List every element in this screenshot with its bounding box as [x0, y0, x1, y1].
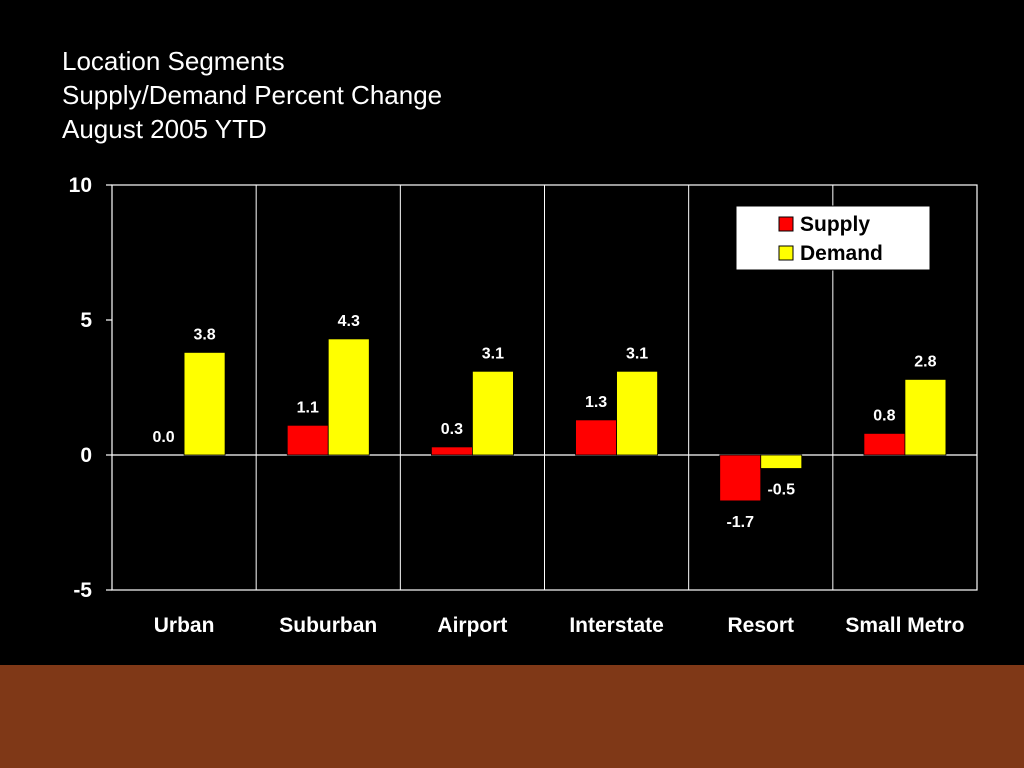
data-label: 0.3 [441, 421, 463, 438]
y-tick-label: -5 [73, 579, 92, 602]
legend-swatch-supply [778, 216, 794, 232]
bar-supply-airport [431, 446, 473, 456]
data-label: 3.8 [193, 326, 215, 343]
bar-supply-small-metro [863, 432, 906, 456]
title-line-3: August 2005 YTD [62, 114, 267, 144]
bar-supply-interstate [575, 419, 617, 456]
bar-demand-suburban [327, 338, 370, 456]
bar-demand-urban [183, 351, 226, 456]
bar-supply-resort [719, 454, 762, 502]
x-category-label: Interstate [569, 614, 664, 637]
slide-title: Location Segments Supply/Demand Percent … [62, 44, 442, 146]
data-label: 1.1 [297, 399, 319, 416]
data-label: 4.3 [338, 313, 360, 330]
x-category-label: Urban [154, 614, 215, 637]
data-label: 0.8 [873, 407, 895, 424]
data-label: 0.0 [152, 429, 174, 446]
y-tick-label: 0 [80, 444, 92, 467]
bar-chart: -5 0 5 10 0.0 1.1 0.3 1.3 -1.7 0.8 3.8 4.3 3.1 3.1 -0.… [69, 174, 978, 637]
x-category-label: Small Metro [845, 614, 964, 637]
data-label: -0.5 [767, 482, 795, 499]
data-label: 1.3 [585, 394, 607, 411]
legend-swatch-demand [778, 245, 794, 261]
legend [735, 205, 931, 271]
data-label: 3.1 [626, 345, 648, 362]
legend-label-supply: Supply [800, 213, 870, 236]
title-line-1: Location Segments [62, 46, 285, 76]
data-label: 3.1 [482, 345, 504, 362]
footer-band [0, 665, 1024, 768]
title-line-2: Supply/Demand Percent Change [62, 80, 443, 110]
x-category-label: Airport [437, 614, 507, 637]
y-tick-label: 5 [80, 309, 92, 332]
x-category-label: Resort [727, 614, 794, 637]
y-tick-label: 10 [69, 174, 92, 197]
bar-demand-resort [760, 454, 803, 469]
legend-label-demand: Demand [800, 242, 883, 265]
bar-demand-interstate [616, 370, 658, 456]
bar-supply-suburban [286, 424, 329, 456]
x-category-label: Suburban [279, 614, 377, 637]
bar-demand-small-metro [904, 378, 947, 456]
data-label: -1.7 [726, 514, 754, 531]
bar-demand-airport [472, 370, 514, 456]
data-label: 2.8 [914, 353, 936, 370]
